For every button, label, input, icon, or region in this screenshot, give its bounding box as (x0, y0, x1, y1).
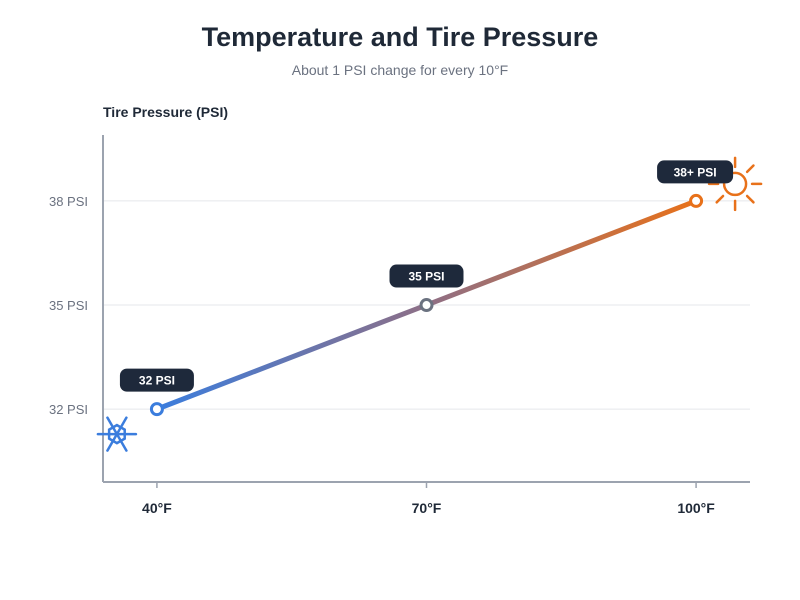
data-label-text: 32 PSI (139, 374, 175, 388)
data-label-badge (119, 368, 194, 392)
sun-ray (745, 194, 755, 204)
data-label-text: 35 PSI (408, 270, 444, 284)
sun-ray (715, 194, 725, 204)
data-label: 38+ PSI (657, 160, 734, 184)
x-tick-label: 100°F (677, 500, 715, 516)
chart-title: Temperature and Tire Pressure (201, 22, 599, 52)
snowflake-core (107, 423, 126, 445)
data-label-badge (657, 160, 734, 184)
data-label: 32 PSI (119, 368, 194, 392)
sun-disc (722, 171, 748, 197)
sun-ray (745, 164, 755, 174)
y-tick-label: 35 PSI (49, 298, 88, 313)
data-point (419, 298, 434, 313)
y-axis-label: Tire Pressure (PSI) (103, 104, 229, 120)
data-point (689, 193, 704, 208)
snowflake-icon (96, 416, 138, 452)
x-tick-label: 70°F (412, 500, 442, 516)
data-label-badge (389, 264, 464, 288)
chart-subtitle: About 1 PSI change for every 10°F (291, 62, 509, 78)
y-tick-label: 32 PSI (49, 402, 88, 417)
data-point (149, 402, 164, 417)
snowflake-arm (106, 416, 128, 452)
y-tick-label: 38 PSI (49, 194, 88, 209)
x-tick-label: 40°F (142, 500, 172, 516)
data-label-text: 38+ PSI (674, 165, 717, 179)
data-label: 35 PSI (389, 264, 464, 288)
